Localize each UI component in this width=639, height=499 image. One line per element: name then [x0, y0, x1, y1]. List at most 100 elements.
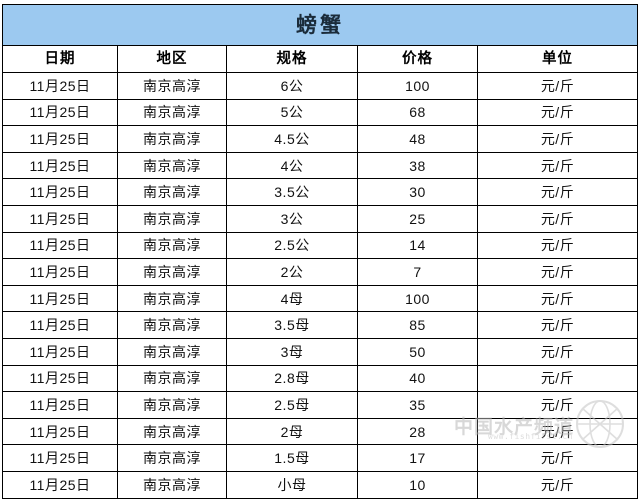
- cell-spec: 4公: [226, 151, 358, 180]
- cell-spec: 2.5母: [226, 391, 358, 419]
- table-row: 11月25日 南京高淳 2.8母 40 元/斤: [2, 364, 639, 393]
- cell-spec: 4.5公: [226, 125, 358, 153]
- cell-unit: 元/斤: [476, 258, 639, 286]
- cell-price: 17: [357, 444, 478, 472]
- cell-date: 11月25日: [2, 337, 118, 366]
- cell-price: 28: [357, 417, 478, 446]
- cell-price: 7: [357, 258, 478, 286]
- cell-price: 14: [357, 231, 478, 260]
- cell-spec: 1.5母: [226, 444, 358, 472]
- cell-spec: 2母: [226, 417, 358, 446]
- table-header-row: 日期 地区 规格 价格 单位: [2, 45, 639, 73]
- cell-spec: 6公: [226, 72, 358, 100]
- cell-unit: 元/斤: [476, 98, 639, 127]
- cell-date: 11月25日: [2, 125, 118, 153]
- cell-date: 11月25日: [2, 391, 118, 419]
- cell-price: 50: [357, 337, 478, 366]
- cell-spec: 2.8母: [226, 364, 358, 393]
- table-row: 11月25日 南京高淳 4.5公 48 元/斤: [2, 125, 639, 153]
- cell-spec: 3.5母: [226, 311, 358, 339]
- column-header-unit: 单位: [476, 45, 639, 73]
- cell-spec: 4母: [226, 284, 358, 313]
- cell-spec: 3.5公: [226, 178, 358, 206]
- table-row: 11月25日 南京高淳 3.5母 85 元/斤: [2, 311, 639, 339]
- cell-unit: 元/斤: [476, 417, 639, 446]
- cell-price: 10: [357, 470, 478, 499]
- table-row: 11月25日 南京高淳 2.5公 14 元/斤: [2, 231, 639, 260]
- cell-spec: 3公: [226, 204, 358, 233]
- cell-price: 100: [357, 72, 478, 100]
- table-row: 11月25日 南京高淳 4公 38 元/斤: [2, 151, 639, 180]
- cell-date: 11月25日: [2, 444, 118, 472]
- cell-date: 11月25日: [2, 151, 118, 180]
- cell-price: 35: [357, 391, 478, 419]
- table-row: 11月25日 南京高淳 5公 68 元/斤: [2, 98, 639, 127]
- cell-region: 南京高淳: [117, 98, 227, 127]
- cell-unit: 元/斤: [476, 311, 639, 339]
- cell-region: 南京高淳: [117, 178, 227, 206]
- cell-date: 11月25日: [2, 98, 118, 127]
- table-row: 11月25日 南京高淳 4母 100 元/斤: [2, 284, 639, 313]
- cell-unit: 元/斤: [476, 151, 639, 180]
- price-table-container: 螃蟹 日期 地区 规格 价格 单位 11月25日 南京高淳 6公 100 元/斤: [1, 4, 639, 499]
- cell-region: 南京高淳: [117, 444, 227, 472]
- cell-spec: 小母: [226, 470, 358, 499]
- cell-price: 100: [357, 284, 478, 313]
- cell-price: 38: [357, 151, 478, 180]
- column-header-region: 地区: [117, 45, 227, 73]
- cell-date: 11月25日: [2, 284, 118, 313]
- cell-date: 11月25日: [2, 231, 118, 260]
- cell-region: 南京高淳: [117, 231, 227, 260]
- table-row: 11月25日 南京高淳 1.5母 17 元/斤: [2, 444, 639, 472]
- cell-spec: 2.5公: [226, 231, 358, 260]
- cell-price: 40: [357, 364, 478, 393]
- cell-spec: 5公: [226, 98, 358, 127]
- cell-unit: 元/斤: [476, 72, 639, 100]
- price-table-page: 螃蟹 日期 地区 规格 价格 单位 11月25日 南京高淳 6公 100 元/斤: [1, 4, 639, 499]
- cell-unit: 元/斤: [476, 178, 639, 206]
- cell-price: 68: [357, 98, 478, 127]
- cell-date: 11月25日: [2, 364, 118, 393]
- cell-price: 48: [357, 125, 478, 153]
- cell-unit: 元/斤: [476, 284, 639, 313]
- cell-spec: 2公: [226, 258, 358, 286]
- cell-date: 11月25日: [2, 417, 118, 446]
- column-header-price: 价格: [357, 45, 478, 73]
- cell-unit: 元/斤: [476, 337, 639, 366]
- table-row: 11月25日 南京高淳 2.5母 35 元/斤: [2, 391, 639, 419]
- table-row: 11月25日 南京高淳 3母 50 元/斤: [2, 337, 639, 366]
- crab-price-table: 螃蟹 日期 地区 规格 价格 单位 11月25日 南京高淳 6公 100 元/斤: [1, 4, 639, 499]
- cell-date: 11月25日: [2, 470, 118, 499]
- cell-region: 南京高淳: [117, 417, 227, 446]
- cell-region: 南京高淳: [117, 72, 227, 100]
- column-header-date: 日期: [2, 45, 118, 73]
- cell-date: 11月25日: [2, 204, 118, 233]
- page-title: 螃蟹: [1, 4, 639, 46]
- table-row: 11月25日 南京高淳 2公 7 元/斤: [2, 258, 639, 286]
- cell-unit: 元/斤: [476, 444, 639, 472]
- cell-region: 南京高淳: [117, 204, 227, 233]
- cell-unit: 元/斤: [476, 364, 639, 393]
- cell-date: 11月25日: [2, 311, 118, 339]
- cell-region: 南京高淳: [117, 258, 227, 286]
- cell-unit: 元/斤: [476, 204, 639, 233]
- cell-spec: 3母: [226, 337, 358, 366]
- cell-unit: 元/斤: [476, 125, 639, 153]
- cell-region: 南京高淳: [117, 470, 227, 499]
- table-row: 11月25日 南京高淳 3.5公 30 元/斤: [2, 178, 639, 206]
- table-body: 螃蟹 日期 地区 规格 价格 单位 11月25日 南京高淳 6公 100 元/斤: [1, 4, 639, 499]
- cell-date: 11月25日: [2, 258, 118, 286]
- cell-unit: 元/斤: [476, 231, 639, 260]
- cell-unit: 元/斤: [476, 470, 639, 499]
- table-row: 11月25日 南京高淳 2母 28 元/斤: [2, 417, 639, 446]
- cell-date: 11月25日: [2, 178, 118, 206]
- cell-price: 25: [357, 204, 478, 233]
- cell-price: 85: [357, 311, 478, 339]
- table-title-row: 螃蟹: [1, 4, 639, 46]
- table-row: 11月25日 南京高淳 6公 100 元/斤: [2, 72, 639, 100]
- table-row: 11月25日 南京高淳 3公 25 元/斤: [2, 204, 639, 233]
- cell-unit: 元/斤: [476, 391, 639, 419]
- cell-region: 南京高淳: [117, 151, 227, 180]
- cell-region: 南京高淳: [117, 364, 227, 393]
- cell-price: 30: [357, 178, 478, 206]
